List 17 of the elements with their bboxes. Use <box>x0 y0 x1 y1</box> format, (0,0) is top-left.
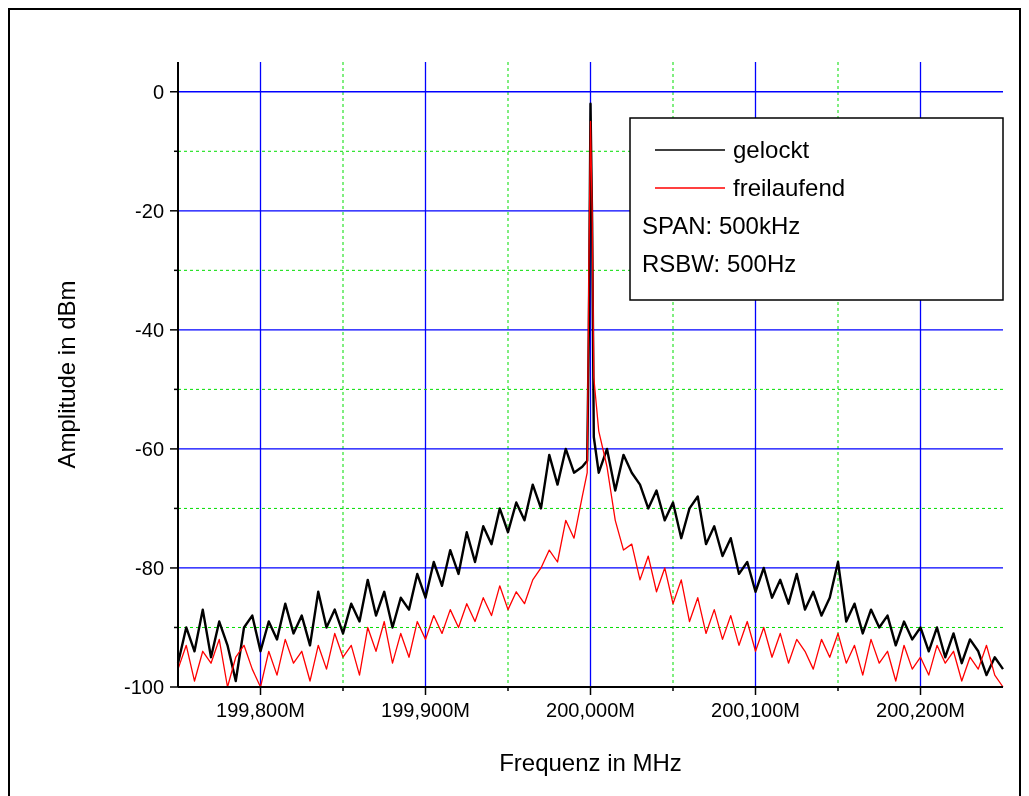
y-tick-label: -100 <box>123 676 164 698</box>
x-axis-title: Frequenz in MHz <box>499 749 682 776</box>
annotation: SPAN: 500kHz <box>642 212 801 240</box>
y-tick-label: -60 <box>135 437 164 460</box>
x-tick-label: 199,900M <box>381 699 470 721</box>
y-tick-label: -20 <box>135 199 164 222</box>
x-tick-label: 200,100M <box>711 699 800 721</box>
x-tick-label: 200,000M <box>546 699 635 721</box>
y-tick-label: 0 <box>152 80 164 103</box>
annotation: RSBW: 500Hz <box>642 250 797 278</box>
x-tick-label: 200,200M <box>876 699 965 721</box>
y-axis-title: Amplitude in dBm <box>53 280 80 469</box>
x-tick-label: 199,800M <box>216 699 305 721</box>
y-tick-label: -40 <box>135 318 164 341</box>
legend-label: gelockt <box>733 136 810 164</box>
y-tick-label: -80 <box>135 556 164 579</box>
legend-label: freilaufend <box>733 174 846 202</box>
